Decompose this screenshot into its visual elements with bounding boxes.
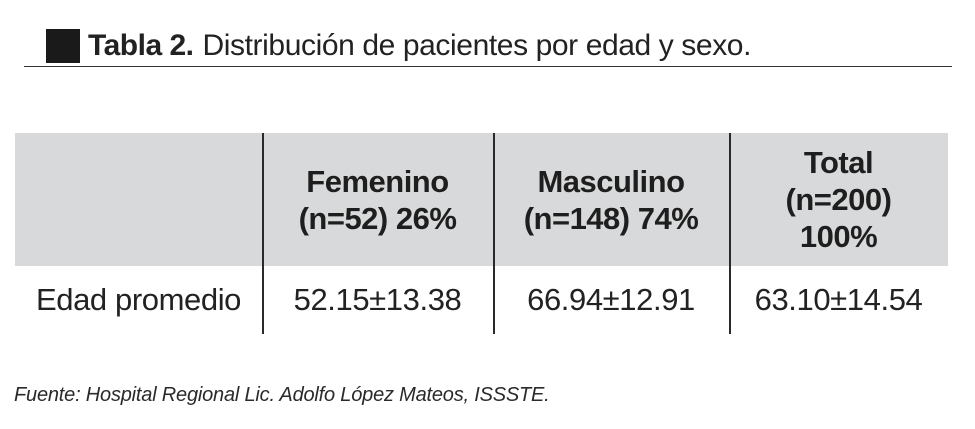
header-total-line-3: 100%	[799, 219, 878, 254]
header-cell-total: Total (n=200) 100%	[729, 133, 948, 266]
header-total-line-2: (n=200)	[785, 182, 892, 217]
value-femenino: 52.15±13.38	[293, 282, 462, 317]
value-cell-total: 63.10±14.54	[729, 266, 948, 334]
header-masculino-line-2: (n=148) 74%	[523, 200, 699, 236]
value-cell-femenino: 52.15±13.38	[262, 266, 493, 334]
title-square-icon	[46, 29, 80, 63]
header-total-line-1: Total	[803, 145, 874, 180]
header-masculino-line-1: Masculino	[537, 163, 685, 199]
source-note: Fuente: Hospital Regional Lic. Adolfo Ló…	[14, 384, 550, 406]
table-number-label: Tabla 2.	[88, 29, 194, 62]
table-row: Edad promedio 52.15±13.38 66.94±12.91 63…	[15, 266, 948, 334]
table-title-text: Distribución de pacientes por edad y sex…	[202, 29, 752, 62]
row-label: Edad promedio	[35, 282, 242, 317]
value-total: 63.10±14.54	[754, 282, 923, 317]
table-title: Tabla 2. Distribución de pacientes por e…	[46, 26, 751, 66]
table-header-row: Femenino (n=52) 26% Masculino (n=148) 74…	[15, 133, 948, 266]
header-femenino-line-2: (n=52) 26%	[298, 200, 457, 236]
row-label-cell: Edad promedio	[15, 266, 262, 334]
data-table: Femenino (n=52) 26% Masculino (n=148) 74…	[15, 133, 948, 334]
title-divider	[24, 66, 952, 67]
header-femenino-line-1: Femenino	[306, 163, 449, 199]
value-masculino: 66.94±12.91	[527, 282, 695, 317]
header-cell-empty	[15, 133, 262, 266]
value-cell-masculino: 66.94±12.91	[493, 266, 729, 334]
header-cell-masculino: Masculino (n=148) 74%	[493, 133, 729, 266]
header-cell-femenino: Femenino (n=52) 26%	[262, 133, 493, 266]
